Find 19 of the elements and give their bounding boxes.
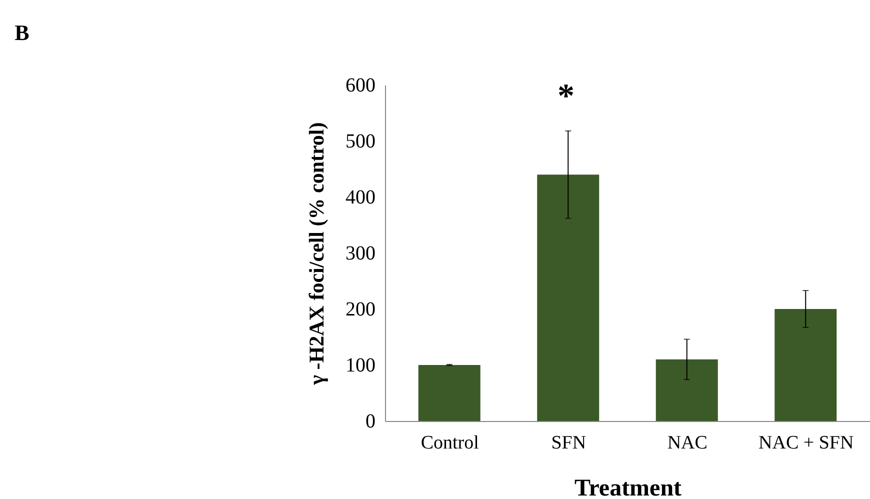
y-tick-label: 400 (346, 186, 376, 208)
x-tick-label: NAC + SFN (758, 432, 854, 454)
x-tick-label: SFN (551, 432, 586, 454)
y-tick-label: 0 (366, 410, 376, 432)
bar (656, 359, 718, 421)
bar (418, 365, 480, 421)
text: B (14, 20, 30, 45)
y-tick-label: 300 (346, 242, 376, 264)
bar (537, 174, 600, 421)
y-axis-title: γ -H2AX foci/cell (% control) (304, 122, 328, 386)
x-tick-label: NAC (667, 432, 708, 454)
x-tick-label: Control (420, 432, 479, 454)
bar (774, 309, 837, 421)
y-tick-label: 500 (346, 130, 376, 152)
y-tick-label: 100 (346, 354, 376, 376)
y-tick-label: 200 (346, 298, 376, 320)
x-axis-title: Treatment (574, 476, 682, 499)
y-tick-label: 600 (346, 74, 376, 96)
annotation: * (558, 78, 574, 115)
